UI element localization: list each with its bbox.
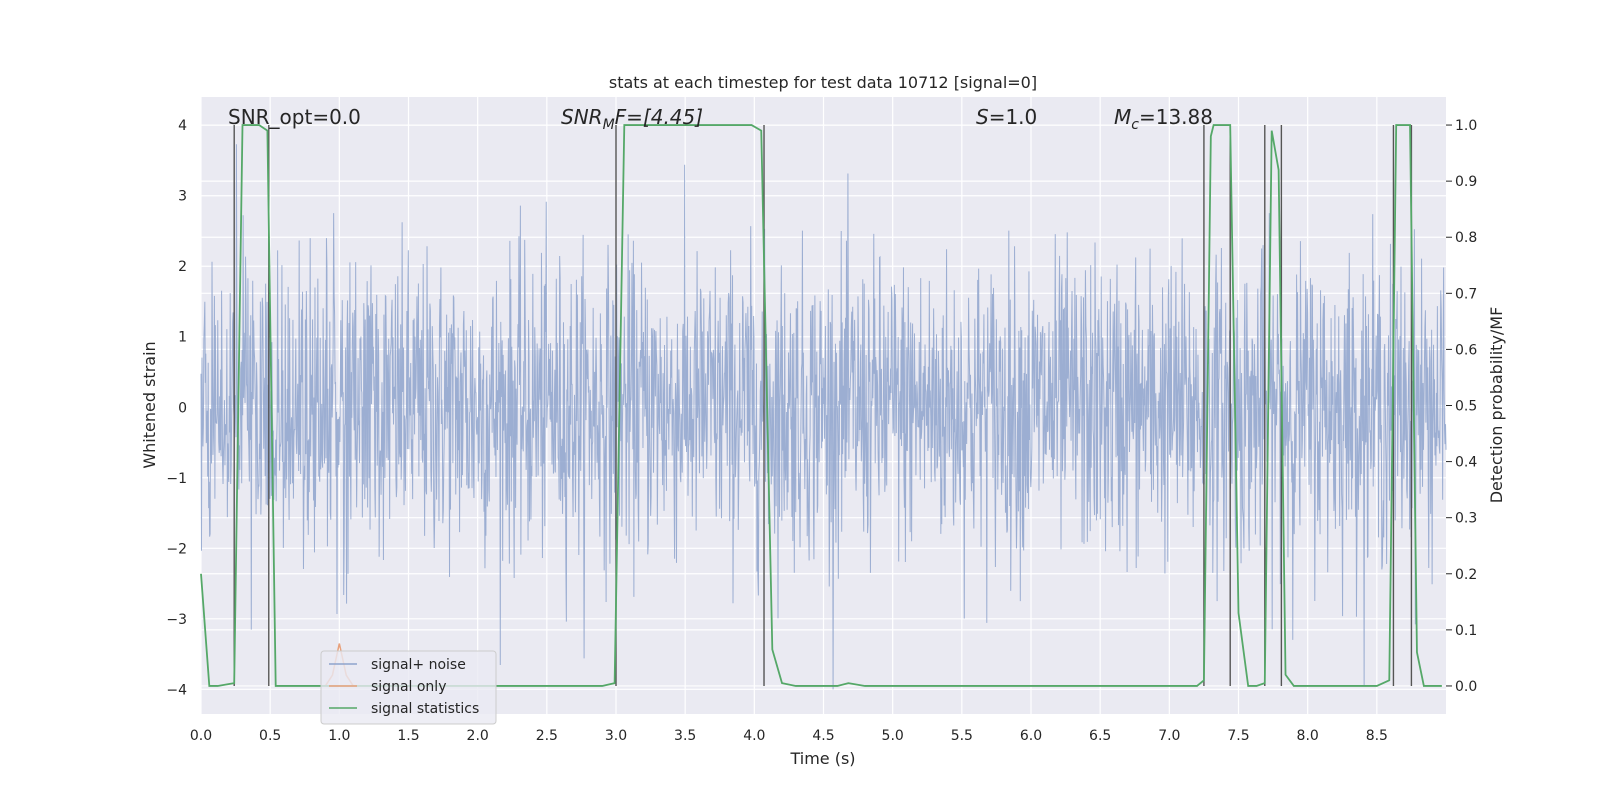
x-tick-label: 4.5	[812, 728, 834, 744]
x-tick-label: 2.5	[536, 728, 558, 744]
x-tick-label: 7.5	[1227, 728, 1249, 744]
chart-title: stats at each timestep for test data 107…	[609, 73, 1037, 92]
y-tick-label: −2	[166, 541, 187, 557]
y-right-tick-label: 0.7	[1455, 286, 1477, 302]
x-tick-label: 4.0	[743, 728, 765, 744]
x-tick-label: 0.0	[190, 728, 212, 744]
annotation-s-tail: =1.0	[989, 105, 1038, 129]
x-tick-label: 1.0	[328, 728, 350, 744]
y-tick-label: 1	[178, 330, 187, 346]
x-tick-label: 0.5	[259, 728, 281, 744]
annotation-snr-mf: SNRMF=[4.45]	[561, 105, 703, 133]
x-tick-label: 5.0	[882, 728, 904, 744]
x-tick-label: 5.5	[951, 728, 973, 744]
x-tick-label: 8.0	[1297, 728, 1319, 744]
annotation-mc: Mc=13.88	[1114, 105, 1213, 133]
y-tick-label: −4	[166, 682, 187, 698]
x-tick-label: 1.5	[397, 728, 419, 744]
y-right-tick-label: 0.9	[1455, 174, 1477, 190]
y-tick-label: 3	[178, 189, 187, 205]
legend-box	[320, 650, 497, 725]
y-right-tick-label: 0.3	[1455, 511, 1477, 527]
annotation-s-main: S	[976, 105, 989, 129]
annotation-snr-mf-sub: M	[603, 117, 615, 133]
signal-noise-series	[200, 144, 1447, 690]
legend-label-signal-only: signal only	[371, 679, 446, 695]
x-tick-label: 7.0	[1158, 728, 1180, 744]
x-tick-label: 6.0	[1020, 728, 1042, 744]
y-right-tick-label: 0.2	[1455, 567, 1477, 583]
annotation-s: S=1.0	[976, 105, 1037, 129]
annotation-mc-sub: c	[1131, 117, 1139, 133]
annotation-snr-mf-main: SNR	[561, 105, 603, 129]
signal-statistics-series	[200, 124, 1442, 687]
x-tick-label: 3.5	[674, 728, 696, 744]
y-right-tick-label: 0.6	[1455, 342, 1477, 358]
y-right-tick-label: 0.0	[1455, 679, 1477, 695]
y-tick-label: −1	[166, 471, 187, 487]
y-tick-labels: −4 −3 −2 −1 0 1 2 3 4	[166, 118, 187, 698]
y-right-axis-label: Detection probability/MF	[1487, 307, 1506, 504]
y-right-tick-label: 1.0	[1455, 118, 1477, 134]
y-right-tick-label: 0.1	[1455, 623, 1477, 639]
y-right-tick-labels: 0.0 0.1 0.2 0.3 0.4 0.5 0.6 0.7 0.8 0.9 1.0	[1446, 118, 1477, 695]
legend-label-signal-statistics: signal statistics	[371, 701, 479, 717]
y-tick-label: 4	[178, 118, 187, 134]
x-axis-label: Time (s)	[789, 749, 855, 768]
y-tick-label: −3	[166, 612, 187, 628]
y-right-tick-label: 0.4	[1455, 455, 1477, 471]
x-tick-labels: 0.0 0.5 1.0 1.5 2.0 2.5 3.0 3.5 4.0 4.5 5.0 5.5 6.0 6…	[190, 728, 1388, 744]
annotation-mc-tail: =13.88	[1139, 105, 1213, 129]
annotation-mc-main: M	[1114, 105, 1131, 129]
legend-label-signal-noise: signal+ noise	[371, 657, 466, 673]
legend: signal+ noise signal only signal statist…	[320, 650, 497, 725]
y-right-tick-label: 0.8	[1455, 230, 1477, 246]
x-tick-label: 6.5	[1089, 728, 1111, 744]
y-tick-label: 2	[178, 259, 187, 275]
signal-statistics-line	[200, 124, 1442, 687]
x-tick-label: 3.0	[605, 728, 627, 744]
y-tick-label: 0	[178, 400, 187, 416]
x-tick-label: 2.0	[467, 728, 489, 744]
annotation-snr-opt: SNR_opt=0.0	[228, 105, 361, 129]
signal-noise-line	[200, 144, 1447, 690]
annotation-snr-mf-tail: F=[4.45]	[615, 105, 703, 129]
y-axis-label: Whitened strain	[140, 341, 159, 468]
x-tick-label: 8.5	[1366, 728, 1388, 744]
y-right-tick-label: 0.5	[1455, 399, 1477, 415]
